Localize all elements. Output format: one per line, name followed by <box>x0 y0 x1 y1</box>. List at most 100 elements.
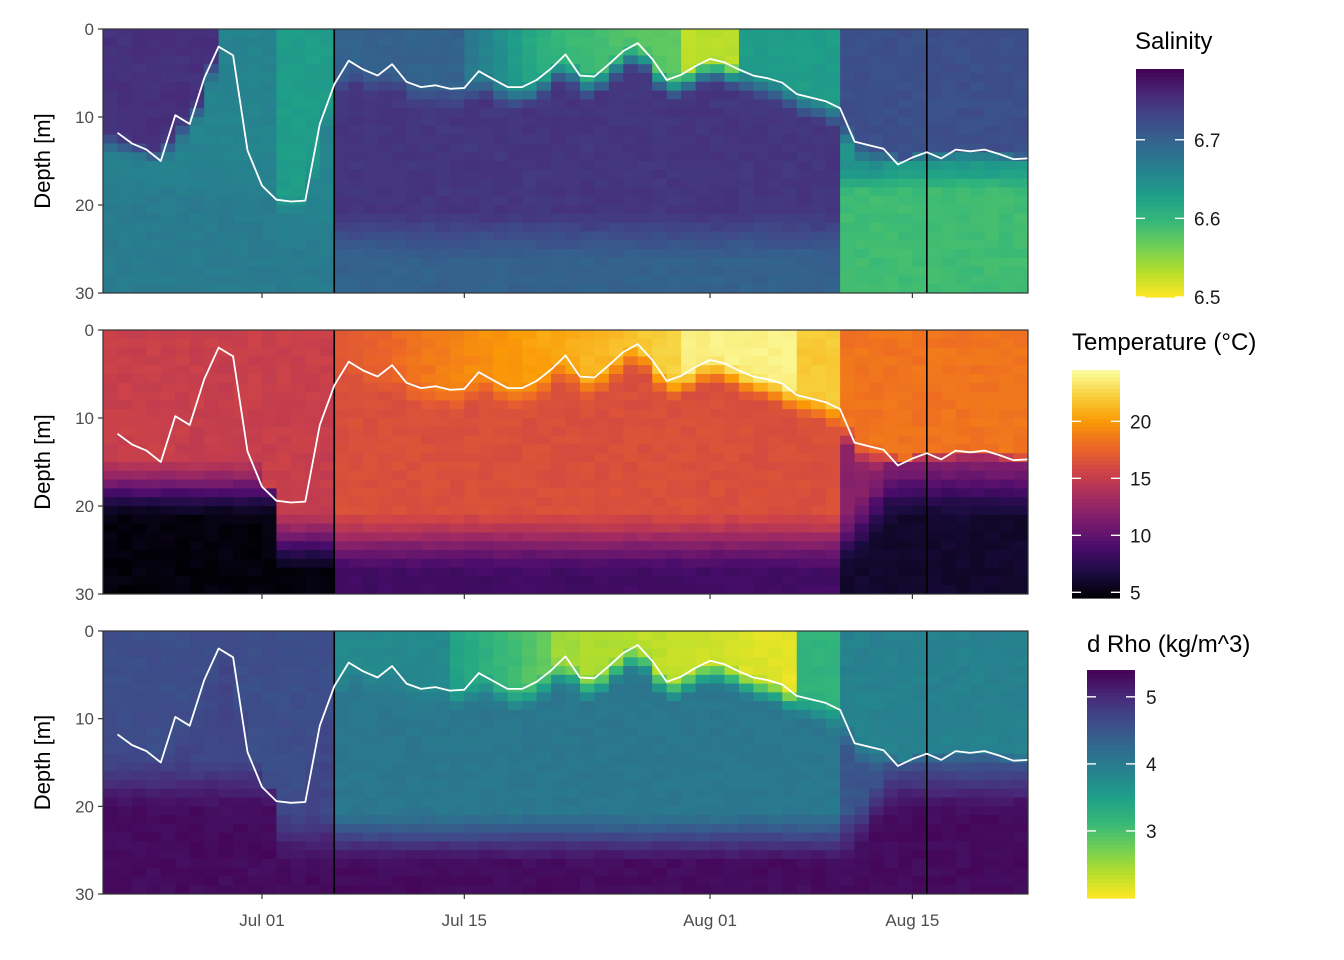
heatmap-cell <box>305 762 321 772</box>
heatmap-cell <box>551 762 567 772</box>
heatmap-cell <box>478 391 494 401</box>
heatmap-cell <box>493 266 509 276</box>
heatmap-cell <box>912 266 928 276</box>
heatmap-cell <box>392 453 408 463</box>
heatmap-cell <box>637 338 653 349</box>
heatmap-cell <box>796 205 812 215</box>
heatmap-cell <box>464 81 480 92</box>
heatmap-cell <box>276 479 292 489</box>
heatmap-cell <box>825 240 841 250</box>
heatmap-cell <box>449 488 465 498</box>
heatmap-cell <box>218 523 234 533</box>
heatmap-cell <box>305 657 321 667</box>
heatmap-cell <box>247 205 263 215</box>
heatmap-cell <box>926 29 942 39</box>
heatmap-cell <box>738 532 754 542</box>
heatmap-cell <box>738 46 754 56</box>
heatmap-cell <box>695 567 711 577</box>
heatmap-cell <box>637 374 653 384</box>
heatmap-cell <box>160 73 176 83</box>
heatmap-cell <box>999 143 1015 153</box>
heatmap-cell <box>305 125 321 136</box>
heatmap-cell <box>854 576 870 586</box>
heatmap-cell <box>131 400 147 410</box>
heatmap-cell <box>637 90 653 100</box>
heatmap-cell <box>334 284 350 293</box>
heatmap-cell <box>984 391 1000 401</box>
heatmap-cell <box>811 196 827 206</box>
heatmap-cell <box>840 257 856 268</box>
heatmap-cell <box>233 550 249 560</box>
heatmap-cell <box>767 29 783 39</box>
heatmap-cell <box>204 806 220 816</box>
heatmap-cell <box>695 90 711 100</box>
heatmap-cell <box>189 885 205 894</box>
heatmap-cell <box>825 558 841 569</box>
heatmap-cell <box>695 222 711 232</box>
heatmap-cell <box>377 550 393 560</box>
heatmap-cell <box>767 117 783 127</box>
heatmap-cell <box>435 187 451 197</box>
heatmap-cell <box>579 338 595 349</box>
heatmap-cell <box>724 585 740 594</box>
heatmap-cell <box>811 152 827 162</box>
heatmap-cell <box>261 558 278 569</box>
heatmap-cell <box>897 161 913 171</box>
heatmap-cell <box>551 426 567 437</box>
heatmap-cell <box>189 823 205 834</box>
heatmap-cell <box>204 64 220 74</box>
heatmap-cell <box>1013 453 1028 463</box>
heatmap-cell <box>565 81 581 92</box>
heatmap-cell <box>811 435 827 445</box>
heatmap-cell <box>897 125 913 136</box>
heatmap-cell <box>406 418 422 428</box>
heatmap-cell <box>551 90 567 100</box>
heatmap-cell <box>955 152 971 162</box>
heatmap-cell <box>420 885 437 894</box>
heatmap-cell <box>449 400 465 410</box>
heatmap-cell <box>218 338 234 349</box>
heatmap-cell <box>710 249 726 259</box>
heatmap-cell <box>305 46 321 56</box>
heatmap-cell <box>189 134 205 144</box>
heatmap-cell <box>377 187 393 197</box>
heatmap-cell <box>984 532 1000 542</box>
heatmap-cell <box>117 152 133 162</box>
heatmap-cell <box>449 240 465 250</box>
heatmap-cell <box>103 744 119 755</box>
heatmap-cell <box>869 338 885 349</box>
heatmap-cell <box>160 81 176 92</box>
heatmap-cell <box>579 497 595 507</box>
heatmap-cell <box>926 90 942 100</box>
heatmap-cell <box>319 692 335 702</box>
heatmap-cell <box>420 815 437 825</box>
heatmap-cell <box>189 64 205 74</box>
heatmap-cell <box>464 125 480 136</box>
heatmap-cell <box>247 876 263 886</box>
heatmap-cell <box>146 108 162 118</box>
heatmap-cell <box>204 727 220 737</box>
heatmap-cell <box>406 426 422 437</box>
heatmap-cell <box>652 161 668 171</box>
heatmap-cell <box>392 666 408 676</box>
heatmap-cell <box>493 409 509 419</box>
heatmap-cell <box>897 117 913 127</box>
heatmap-cell <box>594 205 610 215</box>
heatmap-cell <box>652 275 668 285</box>
colorbar-segment <box>1072 404 1120 409</box>
heatmap-cell <box>594 541 610 551</box>
heatmap-cell <box>796 187 812 197</box>
heatmap-cell <box>984 73 1000 83</box>
heatmap-cell <box>334 797 350 807</box>
heatmap-cell <box>883 213 899 224</box>
heatmap-cell <box>131 409 147 419</box>
heatmap-cell <box>420 284 437 293</box>
heatmap-cell <box>796 73 812 83</box>
heatmap-cell <box>522 178 538 188</box>
heatmap-cell <box>276 152 292 162</box>
heatmap-cell <box>652 391 668 401</box>
heatmap-cell <box>1013 576 1028 586</box>
heatmap-cell <box>507 718 523 729</box>
heatmap-cell <box>204 832 220 842</box>
colorbar-tick-label: 5 <box>1130 583 1141 604</box>
